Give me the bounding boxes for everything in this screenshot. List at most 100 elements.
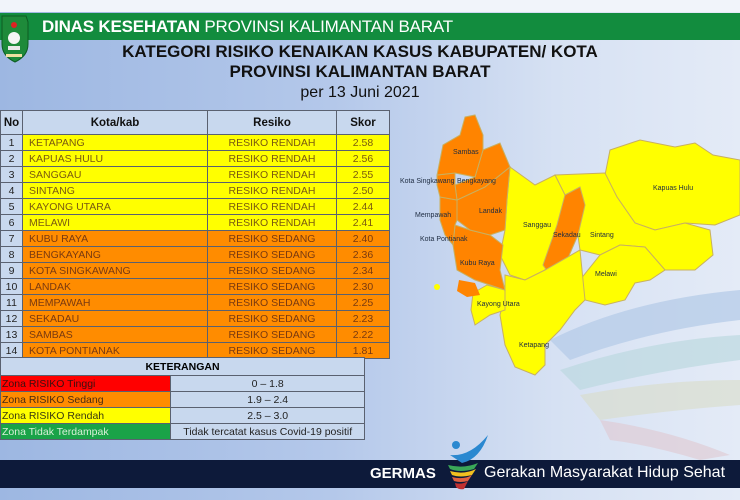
- region-bengkayang: [454, 142, 511, 201]
- row-no: 6: [0, 214, 23, 231]
- row-score: 2.22: [336, 326, 390, 343]
- row-risk: RESIKO SEDANG: [207, 326, 337, 343]
- report-date: per 13 Juni 2021: [300, 84, 420, 101]
- table-row: 5 KAYONG UTARA RESIKO RENDAH 2.44: [0, 198, 390, 215]
- row-risk: RESIKO RENDAH: [207, 182, 337, 199]
- region-mempawah: [439, 196, 458, 247]
- row-score: 2.34: [336, 262, 390, 279]
- row-name: SAMBAS: [22, 326, 208, 343]
- table-row: 8 BENGKAYANG RESIKO SEDANG 2.36: [0, 246, 390, 263]
- row-name: KAYONG UTARA: [22, 198, 208, 215]
- map-label-kota-singkawang: Kota Singkawang: [400, 178, 455, 185]
- row-score: 2.36: [336, 246, 390, 263]
- germas-logo-icon: [448, 435, 488, 490]
- table-row: 4 SINTANG RESIKO RENDAH 2.50: [0, 182, 390, 199]
- footer-band: [0, 460, 740, 488]
- row-name: SEKADAU: [22, 310, 208, 327]
- row-name: BENGKAYANG: [22, 246, 208, 263]
- legend-row: Zona RISIKO Tinggi 0 – 1.8: [0, 375, 365, 392]
- row-risk: RESIKO RENDAH: [207, 166, 337, 183]
- legend-row: Zona RISIKO Rendah 2.5 – 3.0: [0, 407, 365, 424]
- map-label-kayong-utara: Kayong Utara: [477, 301, 520, 308]
- row-score: 2.55: [336, 166, 390, 183]
- map-label-sambas: Sambas: [453, 149, 479, 156]
- row-name: LANDAK: [22, 278, 208, 295]
- row-no: 7: [0, 230, 23, 247]
- map-label-melawi: Melawi: [595, 271, 617, 278]
- row-risk: RESIKO SEDANG: [207, 278, 337, 295]
- row-name: KUBU RAYA: [22, 230, 208, 247]
- map-label-sanggau: Sanggau: [523, 222, 552, 229]
- row-score: 2.30: [336, 278, 390, 295]
- row-no: 1: [0, 134, 23, 151]
- row-no: 5: [0, 198, 23, 215]
- col-risk: Resiko: [207, 110, 337, 135]
- table-row: 7 KUBU RAYA RESIKO SEDANG 2.40: [0, 230, 390, 247]
- row-no: 3: [0, 166, 23, 183]
- table-row: 12 SEKADAU RESIKO SEDANG 2.23: [0, 310, 390, 327]
- row-score: 2.44: [336, 198, 390, 215]
- row-risk: RESIKO RENDAH: [207, 150, 337, 167]
- legend-range: Tidak tercatat kasus Covid-19 positif: [170, 423, 365, 440]
- legend-zone-low: Zona RISIKO Rendah: [0, 407, 172, 424]
- row-score: 2.40: [336, 230, 390, 247]
- row-score: 2.25: [336, 294, 390, 311]
- table-row: 3 SANGGAU RESIKO RENDAH 2.55: [0, 166, 390, 183]
- row-name: KETAPANG: [22, 134, 208, 151]
- row-no: 4: [0, 182, 23, 199]
- row-score: 2.50: [336, 182, 390, 199]
- region-kubu-raya-island: [457, 280, 480, 297]
- row-name: MEMPAWAH: [22, 294, 208, 311]
- row-name: KOTA SINGKAWANG: [22, 262, 208, 279]
- map-label-mempawah: Mempawah: [415, 212, 452, 219]
- region-sintang: [554, 172, 714, 271]
- legend-row: Zona Tidak Terdampak Tidak tercatat kasus…: [0, 423, 365, 440]
- table-header-row: No Kota/kab Resiko Skor: [0, 110, 390, 135]
- table-row: 1 KETAPANG RESIKO RENDAH 2.58: [0, 134, 390, 151]
- row-name: KAPUAS HULU: [22, 150, 208, 167]
- row-risk: RESIKO RENDAH: [207, 134, 337, 151]
- map-label-kota-pontianak: Kota Pontianak: [420, 236, 468, 243]
- row-risk: RESIKO SEDANG: [207, 294, 337, 311]
- map-svg: [434, 114, 740, 376]
- table-row: 10 LANDAK RESIKO SEDANG 2.30: [0, 278, 390, 295]
- row-no: 12: [0, 310, 23, 327]
- legend-table: KETERANGAN Zona RISIKO Tinggi 0 – 1.8 Zon…: [0, 357, 365, 440]
- row-risk: RESIKO RENDAH: [207, 214, 337, 231]
- row-risk: RESIKO RENDAH: [207, 198, 337, 215]
- page-title: KATEGORI RISIKO KENAIKAN KASUS KABUPATEN…: [122, 42, 598, 61]
- row-no: 13: [0, 326, 23, 343]
- row-no: 10: [0, 278, 23, 295]
- province-map: Sambas Kota Singkawang Bengkayang Landak…: [395, 105, 740, 450]
- region-ketapang: [499, 249, 586, 376]
- map-label-bengkayang: Bengkayang: [457, 178, 496, 185]
- row-risk: RESIKO SEDANG: [207, 310, 337, 327]
- row-risk: RESIKO SEDANG: [207, 262, 337, 279]
- org-name-bold: DINAS KESEHATAN: [42, 16, 200, 36]
- header-band: DINAS KESEHATAN PROVINSI KALIMANTAN BARA…: [0, 13, 740, 40]
- germas-brand: GERMAS: [370, 465, 436, 482]
- page-subtitle: PROVINSI KALIMANTAN BARAT: [229, 62, 491, 81]
- row-name: SANGGAU: [22, 166, 208, 183]
- row-no: 9: [0, 262, 23, 279]
- legend-range: 2.5 – 3.0: [170, 407, 365, 424]
- table-row: 11 MEMPAWAH RESIKO SEDANG 2.25: [0, 294, 390, 311]
- map-label-kubu-raya: Kubu Raya: [460, 260, 495, 267]
- row-score: 2.58: [336, 134, 390, 151]
- map-label-ketapang: Ketapang: [519, 342, 549, 349]
- legend-zone-high: Zona RISIKO Tinggi: [0, 375, 172, 392]
- germas-tagline: Gerakan Masyarakat Hidup Sehat: [484, 464, 726, 481]
- legend-range: 1.9 – 2.4: [170, 391, 365, 408]
- table-row: 9 KOTA SINGKAWANG RESIKO SEDANG 2.34: [0, 262, 390, 279]
- legend-zone-medium: Zona RISIKO Sedang: [0, 391, 172, 408]
- region-kubu-raya: [452, 224, 506, 291]
- col-name: Kota/kab: [22, 110, 208, 135]
- row-no: 2: [0, 150, 23, 167]
- table-row: 13 SAMBAS RESIKO SEDANG 2.22: [0, 326, 390, 343]
- legend-range: 0 – 1.8: [170, 375, 365, 392]
- island-dot: [434, 284, 440, 290]
- row-risk: RESIKO SEDANG: [207, 246, 337, 263]
- top-strip: [0, 0, 740, 12]
- org-name: DINAS KESEHATAN PROVINSI KALIMANTAN BARA…: [42, 17, 453, 37]
- row-score: 2.41: [336, 214, 390, 231]
